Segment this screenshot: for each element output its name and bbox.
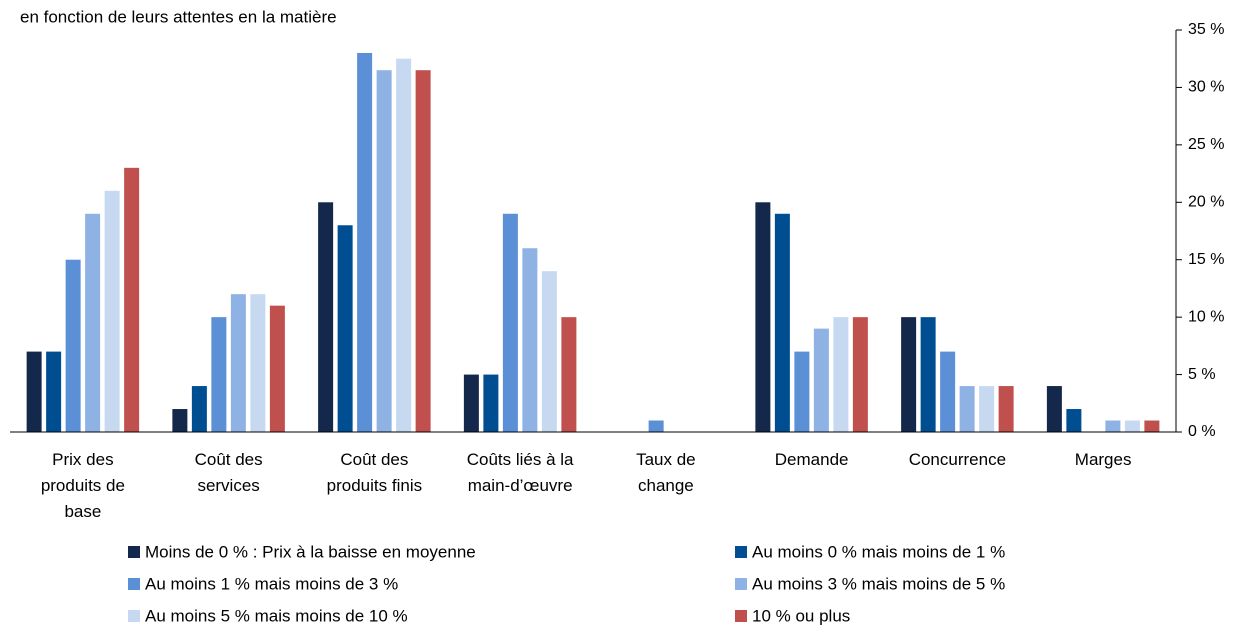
bar — [483, 374, 499, 432]
bar — [852, 317, 868, 432]
x-tick-label: Concurrence — [908, 450, 1007, 469]
legend-label: Au moins 0 % mais moins de 1 % — [752, 542, 1005, 561]
legend-swatch — [735, 578, 747, 590]
x-tick-label: Coût des produits finis — [326, 450, 423, 495]
y-tick-label: 15 % — [1188, 251, 1224, 268]
bar — [415, 70, 431, 432]
legend-swatch — [128, 610, 140, 622]
bar — [1046, 386, 1062, 432]
bar — [979, 386, 995, 432]
bar — [357, 52, 373, 432]
bar — [172, 409, 188, 432]
x-tick-label: Coûts liés à la main-d’œuvre — [466, 450, 574, 495]
y-tick-label: 0 % — [1188, 423, 1216, 440]
bar — [541, 271, 557, 432]
legend-label: Au moins 3 % mais moins de 5 % — [752, 574, 1005, 593]
bar — [211, 317, 227, 432]
x-tick-label: Prix des produits de base — [40, 450, 125, 521]
legend-swatch — [735, 546, 747, 558]
bar — [65, 259, 81, 432]
legend-label: Au moins 1 % mais moins de 3 % — [145, 574, 398, 593]
bar — [85, 213, 101, 432]
y-tick-label: 20 % — [1188, 194, 1224, 211]
x-tick-label: Demande — [774, 450, 849, 469]
bar — [396, 58, 412, 432]
bar — [502, 213, 518, 432]
bar — [124, 167, 140, 433]
bar — [648, 420, 664, 432]
bar — [522, 248, 538, 432]
bar — [1144, 420, 1160, 432]
y-tick-label: 5 % — [1188, 366, 1216, 383]
bar — [376, 70, 392, 432]
bar — [26, 351, 42, 432]
bar — [561, 317, 577, 432]
bar — [959, 386, 975, 432]
bar — [774, 213, 790, 432]
bar — [901, 317, 917, 432]
bar — [813, 328, 829, 432]
bar — [463, 374, 479, 432]
bar — [337, 225, 353, 432]
bar — [1066, 409, 1082, 432]
bar — [191, 386, 207, 432]
x-tick-label: Coût des services — [194, 450, 263, 495]
legend-swatch — [735, 610, 747, 622]
bar — [794, 351, 810, 432]
bar — [755, 202, 771, 432]
bar — [998, 386, 1014, 432]
bar — [833, 317, 849, 432]
bar — [250, 294, 266, 432]
bar — [1105, 420, 1121, 432]
bar — [940, 351, 956, 432]
bar — [46, 351, 62, 432]
legend-swatch — [128, 578, 140, 590]
y-tick-label: 25 % — [1188, 136, 1224, 153]
bar — [230, 294, 246, 432]
bar — [1124, 420, 1140, 432]
y-tick-label: 10 % — [1188, 308, 1224, 325]
legend-label: 10 % ou plus — [752, 606, 850, 625]
legend-label: Moins de 0 % : Prix à la baisse en moyen… — [145, 542, 476, 561]
y-tick-label: 30 % — [1188, 79, 1224, 96]
bar — [269, 305, 285, 432]
bar — [318, 202, 334, 432]
chart-title: en fonction de leurs attentes en la mati… — [20, 7, 337, 26]
bar — [920, 317, 936, 432]
y-tick-label: 35 % — [1188, 21, 1224, 38]
legend-label: Au moins 5 % mais moins de 10 % — [145, 606, 408, 625]
legend-swatch — [128, 546, 140, 558]
bar — [104, 190, 120, 432]
x-tick-label: Marges — [1074, 450, 1132, 469]
x-tick-label: Taux de change — [636, 450, 696, 495]
